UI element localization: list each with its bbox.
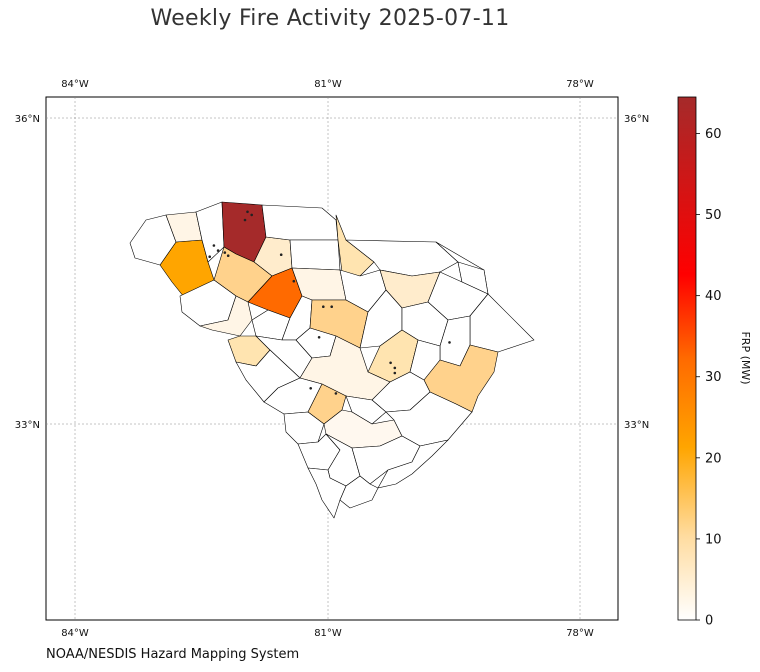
lon-tick-bottom-84w: 84°W (61, 628, 89, 639)
colorbar: 0 10 20 30 40 50 60 FRP (MW) (677, 96, 752, 629)
lat-tick-left-33n: 33°N (15, 420, 40, 431)
fire-detection-point (243, 218, 247, 222)
fire-detection-point (448, 341, 451, 344)
lon-tick-bottom-78w: 78°W (566, 628, 594, 639)
fire-detection-point (330, 305, 334, 309)
county-berkeley (377, 439, 449, 489)
fire-detection-point (389, 361, 392, 365)
fire-detection-point (223, 251, 227, 254)
lon-tick-top-81w: 81°W (314, 79, 342, 90)
lon-tick-bottom-81w: 81°W (314, 628, 342, 639)
lat-ticks-left: 36°N 33°N (15, 114, 40, 431)
lat-tick-left-36n: 36°N (15, 114, 40, 125)
fire-detection-point (292, 279, 296, 283)
fire-detection-point (246, 210, 249, 214)
lat-tick-right-33n: 33°N (624, 420, 649, 431)
fire-detection-point (334, 392, 338, 395)
lon-ticks-top: 84°W 81°W 78°W (61, 79, 594, 90)
colorbar-tick-label: 30 (705, 370, 722, 385)
colorbar-tick-label: 0 (705, 614, 713, 629)
fire-detection-point (393, 366, 397, 370)
lat-ticks-right: 36°N 33°N (624, 114, 649, 431)
fire-detections (208, 210, 451, 395)
fire-detection-point (226, 254, 230, 257)
colorbar-tick-label: 50 (705, 208, 722, 223)
county-calhoun (345, 395, 387, 425)
colorbar-tick-label: 40 (705, 289, 722, 304)
county-clarendon (385, 391, 473, 447)
colorbar-tick-label: 20 (705, 451, 722, 466)
fire-detection-point (212, 244, 216, 247)
fire-detection-point (317, 336, 321, 339)
lat-tick-right-36n: 36°N (624, 114, 649, 125)
fire-detection-point (309, 387, 313, 390)
county-beaufort (339, 475, 379, 509)
map-title: Weekly Fire Activity 2025-07-11 (150, 6, 510, 31)
county-polygons (129, 201, 535, 519)
fire-detection-point (216, 249, 220, 252)
lon-ticks-bottom: 84°W 81°W 78°W (61, 628, 594, 639)
colorbar-tick-label: 10 (705, 532, 722, 547)
lon-tick-top-84w: 84°W (61, 79, 89, 90)
county-abbeville (199, 295, 253, 337)
county-york (289, 239, 341, 271)
fire-detection-point (250, 213, 253, 217)
colorbar-gradient (677, 96, 697, 621)
fire-detection-point (322, 305, 325, 309)
county-greenville (195, 201, 225, 263)
data-source-credit: NOAA/NESDIS Hazard Mapping System (46, 647, 300, 662)
fire-detection-point (393, 371, 397, 375)
lon-tick-top-78w: 78°W (566, 79, 594, 90)
colorbar-ticks: 0 10 20 30 40 50 60 (696, 127, 722, 629)
fire-detection-point (279, 253, 283, 256)
fire-detection-point (208, 255, 211, 258)
colorbar-tick-label: 60 (705, 127, 722, 142)
colorbar-label: FRP (MW) (739, 331, 752, 384)
